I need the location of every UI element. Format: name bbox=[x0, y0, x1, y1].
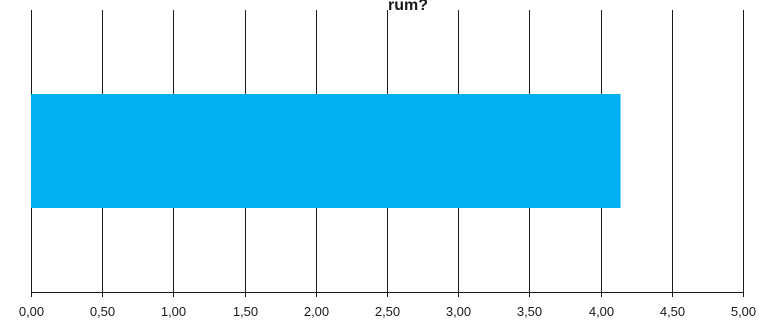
x-tick-label-5: 2,50 bbox=[375, 304, 400, 319]
x-tick-label-8: 4,00 bbox=[589, 304, 614, 319]
chart-title: rum? bbox=[388, 0, 428, 14]
x-axis: 0,00 0,50 1,00 1,50 2,00 2,50 3,00 3,50 4,00 4,50… bbox=[19, 292, 756, 319]
x-tick-label-4: 2,00 bbox=[304, 304, 329, 319]
x-tick-label-0: 0,00 bbox=[19, 304, 44, 319]
x-tick-label-6: 3,00 bbox=[446, 304, 471, 319]
x-tick-label-2: 1,00 bbox=[161, 304, 186, 319]
x-tick-label-7: 3,50 bbox=[517, 304, 542, 319]
x-tick-label-10: 5,00 bbox=[731, 304, 756, 319]
bar-0 bbox=[31, 94, 621, 208]
x-tick-label-3: 1,50 bbox=[233, 304, 258, 319]
x-tick-label-1: 0,50 bbox=[90, 304, 115, 319]
bars bbox=[31, 94, 621, 208]
x-tick-label-9: 4,50 bbox=[660, 304, 685, 319]
